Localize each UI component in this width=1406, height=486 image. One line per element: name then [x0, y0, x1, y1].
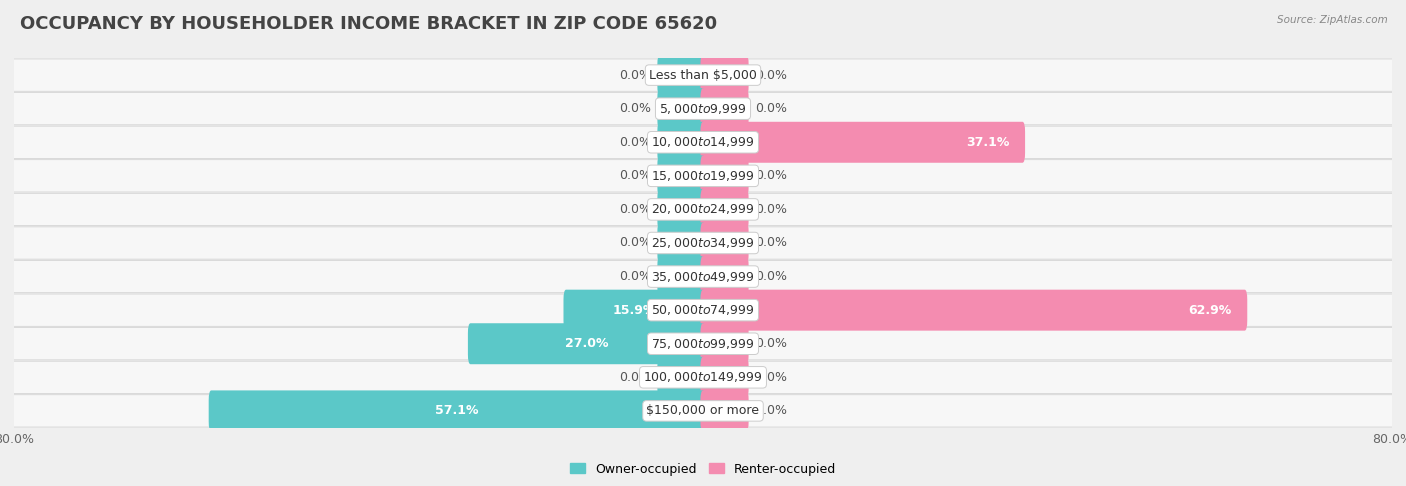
Text: 0.0%: 0.0%: [619, 136, 651, 149]
Text: Less than $5,000: Less than $5,000: [650, 69, 756, 82]
Text: 0.0%: 0.0%: [755, 102, 787, 115]
Text: 27.0%: 27.0%: [565, 337, 609, 350]
Text: Source: ZipAtlas.com: Source: ZipAtlas.com: [1277, 15, 1388, 25]
Text: $35,000 to $49,999: $35,000 to $49,999: [651, 270, 755, 283]
Text: 0.0%: 0.0%: [755, 371, 787, 384]
FancyBboxPatch shape: [700, 390, 748, 432]
FancyBboxPatch shape: [658, 357, 706, 398]
FancyBboxPatch shape: [10, 160, 1396, 192]
Text: 0.0%: 0.0%: [619, 237, 651, 249]
FancyBboxPatch shape: [10, 193, 1396, 226]
FancyBboxPatch shape: [700, 323, 748, 364]
FancyBboxPatch shape: [658, 189, 706, 230]
FancyBboxPatch shape: [10, 260, 1396, 293]
Text: 0.0%: 0.0%: [755, 203, 787, 216]
FancyBboxPatch shape: [658, 122, 706, 163]
FancyBboxPatch shape: [10, 328, 1396, 360]
FancyBboxPatch shape: [658, 54, 706, 96]
Text: $100,000 to $149,999: $100,000 to $149,999: [644, 370, 762, 384]
Text: $75,000 to $99,999: $75,000 to $99,999: [651, 337, 755, 351]
Text: 0.0%: 0.0%: [619, 169, 651, 182]
FancyBboxPatch shape: [658, 223, 706, 263]
Text: 0.0%: 0.0%: [619, 270, 651, 283]
Text: 0.0%: 0.0%: [755, 69, 787, 82]
FancyBboxPatch shape: [10, 92, 1396, 125]
Text: $25,000 to $34,999: $25,000 to $34,999: [651, 236, 755, 250]
Text: OCCUPANCY BY HOUSEHOLDER INCOME BRACKET IN ZIP CODE 65620: OCCUPANCY BY HOUSEHOLDER INCOME BRACKET …: [20, 15, 717, 33]
FancyBboxPatch shape: [700, 156, 748, 196]
Text: 0.0%: 0.0%: [755, 237, 787, 249]
FancyBboxPatch shape: [10, 126, 1396, 158]
Text: 0.0%: 0.0%: [755, 404, 787, 417]
Text: 0.0%: 0.0%: [755, 169, 787, 182]
Text: 0.0%: 0.0%: [755, 337, 787, 350]
FancyBboxPatch shape: [10, 59, 1396, 91]
Text: 0.0%: 0.0%: [619, 69, 651, 82]
FancyBboxPatch shape: [700, 290, 1247, 330]
FancyBboxPatch shape: [658, 256, 706, 297]
FancyBboxPatch shape: [10, 294, 1396, 326]
FancyBboxPatch shape: [564, 290, 706, 330]
FancyBboxPatch shape: [10, 361, 1396, 394]
Text: 37.1%: 37.1%: [966, 136, 1010, 149]
FancyBboxPatch shape: [700, 223, 748, 263]
Text: $150,000 or more: $150,000 or more: [647, 404, 759, 417]
Text: 0.0%: 0.0%: [619, 102, 651, 115]
FancyBboxPatch shape: [10, 227, 1396, 259]
FancyBboxPatch shape: [700, 189, 748, 230]
Text: 0.0%: 0.0%: [619, 371, 651, 384]
Legend: Owner-occupied, Renter-occupied: Owner-occupied, Renter-occupied: [565, 457, 841, 481]
FancyBboxPatch shape: [658, 88, 706, 129]
Text: $15,000 to $19,999: $15,000 to $19,999: [651, 169, 755, 183]
Text: 0.0%: 0.0%: [755, 270, 787, 283]
Text: $10,000 to $14,999: $10,000 to $14,999: [651, 135, 755, 149]
Text: $20,000 to $24,999: $20,000 to $24,999: [651, 203, 755, 216]
Text: 15.9%: 15.9%: [613, 304, 657, 317]
FancyBboxPatch shape: [10, 395, 1396, 427]
FancyBboxPatch shape: [700, 357, 748, 398]
FancyBboxPatch shape: [208, 390, 706, 432]
Text: 0.0%: 0.0%: [619, 203, 651, 216]
Text: $50,000 to $74,999: $50,000 to $74,999: [651, 303, 755, 317]
FancyBboxPatch shape: [468, 323, 706, 364]
Text: $5,000 to $9,999: $5,000 to $9,999: [659, 102, 747, 116]
Text: 57.1%: 57.1%: [436, 404, 479, 417]
Text: 62.9%: 62.9%: [1188, 304, 1232, 317]
FancyBboxPatch shape: [700, 54, 748, 96]
FancyBboxPatch shape: [700, 256, 748, 297]
FancyBboxPatch shape: [700, 122, 1025, 163]
FancyBboxPatch shape: [658, 156, 706, 196]
FancyBboxPatch shape: [700, 88, 748, 129]
